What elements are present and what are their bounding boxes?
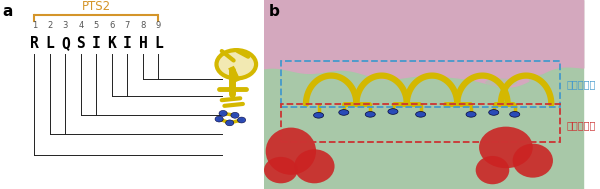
Circle shape — [388, 109, 398, 114]
Ellipse shape — [485, 78, 517, 86]
Circle shape — [365, 112, 376, 117]
Text: H: H — [139, 36, 147, 51]
Text: 5: 5 — [94, 21, 99, 30]
Circle shape — [339, 110, 349, 115]
Ellipse shape — [417, 38, 460, 45]
Ellipse shape — [518, 30, 555, 41]
Text: 7: 7 — [125, 21, 130, 30]
Ellipse shape — [328, 111, 353, 123]
Text: S: S — [76, 36, 85, 51]
Text: 8: 8 — [140, 21, 146, 30]
Ellipse shape — [529, 74, 560, 86]
Ellipse shape — [264, 157, 298, 183]
Circle shape — [510, 112, 520, 117]
Ellipse shape — [312, 22, 338, 34]
Ellipse shape — [488, 97, 512, 107]
Ellipse shape — [476, 156, 509, 184]
Text: Q: Q — [61, 36, 70, 51]
Text: 1: 1 — [32, 21, 37, 30]
Ellipse shape — [404, 57, 424, 71]
Ellipse shape — [262, 16, 308, 22]
Ellipse shape — [358, 8, 395, 24]
Ellipse shape — [385, 40, 417, 50]
Ellipse shape — [357, 145, 382, 151]
Ellipse shape — [319, 121, 340, 132]
Text: 4: 4 — [78, 21, 83, 30]
Ellipse shape — [541, 53, 567, 65]
Ellipse shape — [488, 62, 510, 69]
Circle shape — [238, 117, 245, 123]
Circle shape — [215, 116, 223, 122]
Ellipse shape — [542, 17, 559, 28]
Ellipse shape — [479, 127, 533, 168]
Text: 親水性の溝: 親水性の溝 — [566, 120, 596, 130]
Text: L: L — [154, 36, 163, 51]
Ellipse shape — [294, 149, 335, 183]
Ellipse shape — [266, 128, 316, 175]
Text: 6: 6 — [109, 21, 115, 30]
Circle shape — [219, 110, 227, 116]
Circle shape — [466, 112, 476, 117]
Text: b: b — [269, 4, 280, 19]
Ellipse shape — [384, 7, 407, 24]
Text: 3: 3 — [62, 21, 68, 30]
Text: a: a — [2, 4, 13, 19]
Text: R: R — [30, 36, 38, 51]
Ellipse shape — [434, 21, 455, 29]
Ellipse shape — [353, 24, 386, 39]
Text: I: I — [123, 36, 132, 51]
Ellipse shape — [275, 99, 312, 105]
Text: 疎水性の溝: 疎水性の溝 — [566, 79, 596, 89]
Ellipse shape — [337, 88, 350, 98]
Circle shape — [314, 112, 323, 118]
Ellipse shape — [343, 24, 384, 33]
Ellipse shape — [449, 61, 476, 69]
Ellipse shape — [387, 106, 419, 112]
Text: K: K — [107, 36, 116, 51]
Circle shape — [416, 112, 426, 117]
Circle shape — [231, 112, 239, 118]
Ellipse shape — [271, 133, 308, 144]
Circle shape — [488, 110, 499, 115]
Ellipse shape — [512, 144, 553, 178]
Bar — [281, 104, 560, 142]
Circle shape — [226, 120, 234, 126]
Circle shape — [217, 51, 255, 78]
Ellipse shape — [504, 95, 523, 101]
Text: PTS2: PTS2 — [82, 0, 111, 13]
Text: L: L — [46, 36, 54, 51]
Ellipse shape — [413, 137, 439, 147]
Bar — [281, 61, 560, 107]
Text: I: I — [92, 36, 101, 51]
Ellipse shape — [281, 36, 312, 43]
Text: 9: 9 — [156, 21, 161, 30]
Ellipse shape — [485, 19, 515, 29]
Ellipse shape — [447, 36, 481, 46]
Text: 2: 2 — [47, 21, 52, 30]
